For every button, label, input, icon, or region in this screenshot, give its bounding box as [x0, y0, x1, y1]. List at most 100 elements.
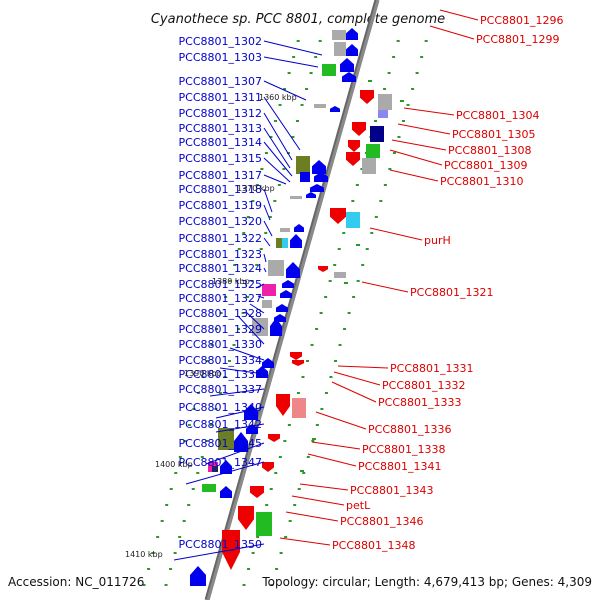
- track-tick: [246, 216, 250, 218]
- right-leader-line: [307, 453, 357, 467]
- right-gene-label[interactable]: PCC8801_1348: [332, 539, 415, 552]
- right-gene-label[interactable]: PCC8801_1321: [410, 286, 493, 299]
- gene-arrow-reverse: [292, 360, 304, 366]
- track-tick: [274, 472, 278, 474]
- backbone-line-highlight: [206, 0, 380, 600]
- left-gene-label[interactable]: PCC8801_1329: [179, 323, 262, 336]
- left-gene-label[interactable]: PCC8801_1307: [179, 75, 262, 88]
- right-gene-label[interactable]: petL: [346, 499, 371, 512]
- left-gene-label[interactable]: PCC8801_1318: [179, 183, 262, 196]
- track-tick: [315, 424, 319, 426]
- gene-arrow-forward: [280, 290, 292, 298]
- left-gene-label[interactable]: PCC8801_1342: [179, 418, 262, 431]
- gene-block: [290, 196, 302, 199]
- left-gene-label[interactable]: PCC8801_1315: [179, 152, 262, 165]
- track-mark: [312, 438, 316, 440]
- track-tick: [310, 344, 314, 346]
- track-tick: [392, 56, 396, 58]
- gene-arrow-forward: [330, 106, 340, 112]
- track-tick: [387, 72, 391, 74]
- right-gene-label[interactable]: PCC8801_1305: [452, 128, 535, 141]
- track-tick: [379, 200, 383, 202]
- left-gene-label[interactable]: PCC8801_1311: [179, 91, 262, 104]
- track-tick: [201, 376, 205, 378]
- left-gene-label[interactable]: PCC8801_1313: [179, 122, 262, 135]
- left-gene-label[interactable]: PCC8801_1312: [179, 107, 262, 120]
- right-gene-label[interactable]: PCC8801_1310: [440, 175, 523, 188]
- track-tick: [286, 152, 290, 154]
- track-tick: [352, 296, 356, 298]
- right-gene-label[interactable]: purH: [424, 234, 451, 247]
- left-gene-label[interactable]: PCC8801_1327: [179, 292, 262, 305]
- right-gene-label[interactable]: PCC8801_1331: [390, 362, 473, 375]
- left-gene-label[interactable]: PCC8801_1340: [179, 401, 262, 414]
- track-tick: [151, 552, 155, 554]
- left-gene-label[interactable]: PCC8801_1334: [179, 354, 262, 367]
- track-tick: [424, 40, 428, 42]
- right-gene-label[interactable]: PCC8801_1338: [362, 443, 445, 456]
- track-tick: [374, 120, 377, 122]
- right-gene-label[interactable]: PCC8801_1308: [448, 144, 531, 157]
- track-tick: [282, 168, 286, 170]
- left-gene-label[interactable]: PCC8801_1328: [179, 307, 262, 320]
- gene-block: [300, 172, 310, 182]
- track-tick: [296, 392, 300, 394]
- left-gene-label[interactable]: PCC8801_1319: [179, 199, 262, 212]
- left-gene-label[interactable]: PCC8801_1347: [179, 456, 262, 469]
- right-gene-label[interactable]: PCC8801_1332: [382, 379, 465, 392]
- gene-arrow-forward: [234, 432, 248, 452]
- track-tick: [334, 360, 337, 362]
- left-gene-label[interactable]: PCC8801_1320: [179, 215, 262, 228]
- gene-labels[interactable]: PCC8801_1302 PCC8801_1303 PCC8801_1307 PCC8…: [179, 14, 564, 552]
- track-tick: [328, 280, 332, 282]
- gene-arrow-forward: [314, 172, 328, 182]
- track-tick: [259, 248, 263, 250]
- left-gene-label[interactable]: PCC8801_1325: [179, 278, 262, 291]
- track-tick: [264, 152, 268, 154]
- track-tick: [361, 264, 365, 266]
- left-gene-label[interactable]: PCC8801_1323: [179, 248, 262, 261]
- left-gene-label[interactable]: PCC8801_1335: [179, 368, 262, 381]
- track-tick: [277, 184, 281, 186]
- left-gene-label[interactable]: PCC8801_1345: [179, 437, 262, 450]
- gene-arrow-forward: [220, 460, 232, 474]
- right-gene-label[interactable]: PCC8801_1304: [456, 109, 539, 122]
- track-tick: [228, 360, 231, 362]
- left-gene-label[interactable]: PCC8801_1317: [179, 169, 262, 182]
- right-gene-label[interactable]: PCC8801_1299: [476, 33, 559, 46]
- track-tick: [242, 232, 246, 234]
- track-tick: [165, 504, 169, 506]
- left-gene-label[interactable]: PCC8801_1330: [179, 338, 262, 351]
- left-leader-line: [263, 237, 271, 247]
- gene-block: [378, 110, 388, 118]
- right-gene-label[interactable]: PCC8801_1343: [350, 484, 433, 497]
- kbp-marker-label: 1360 kbp: [259, 93, 297, 102]
- left-gene-label[interactable]: PCC8801_1322: [179, 232, 262, 245]
- track-tick: [296, 40, 300, 42]
- gene-block: [322, 64, 336, 76]
- track-tick: [224, 296, 228, 298]
- left-gene-label[interactable]: PCC8801_1350: [179, 538, 262, 551]
- gene-block: [362, 158, 376, 174]
- right-gene-label[interactable]: PCC8801_1333: [378, 396, 461, 409]
- right-gene-label[interactable]: PCC8801_1309: [444, 159, 527, 172]
- track-tick: [383, 184, 387, 186]
- track-mark: [368, 80, 372, 82]
- right-leader-line: [291, 495, 345, 506]
- track-tick: [360, 168, 364, 170]
- right-gene-label[interactable]: PCC8801_1346: [340, 515, 423, 528]
- track-tick: [324, 392, 328, 394]
- left-leader-line: [263, 112, 293, 161]
- left-gene-label[interactable]: PCC8801_1303: [179, 51, 262, 64]
- left-gene-label[interactable]: PCC8801_1324: [179, 262, 262, 275]
- left-gene-label[interactable]: PCC8801_1337: [179, 383, 262, 396]
- right-gene-label[interactable]: PCC8801_1296: [480, 14, 563, 27]
- right-gene-label[interactable]: PCC8801_1336: [368, 423, 451, 436]
- track-tick: [274, 120, 277, 122]
- left-gene-label[interactable]: PCC8801_1302: [179, 35, 262, 48]
- left-gene-label[interactable]: PCC8801_1314: [179, 136, 262, 149]
- left-leader-line: [263, 56, 319, 68]
- gene-arrow-forward: [294, 224, 304, 232]
- right-gene-label[interactable]: PCC8801_1341: [358, 460, 441, 473]
- track-tick: [356, 280, 360, 282]
